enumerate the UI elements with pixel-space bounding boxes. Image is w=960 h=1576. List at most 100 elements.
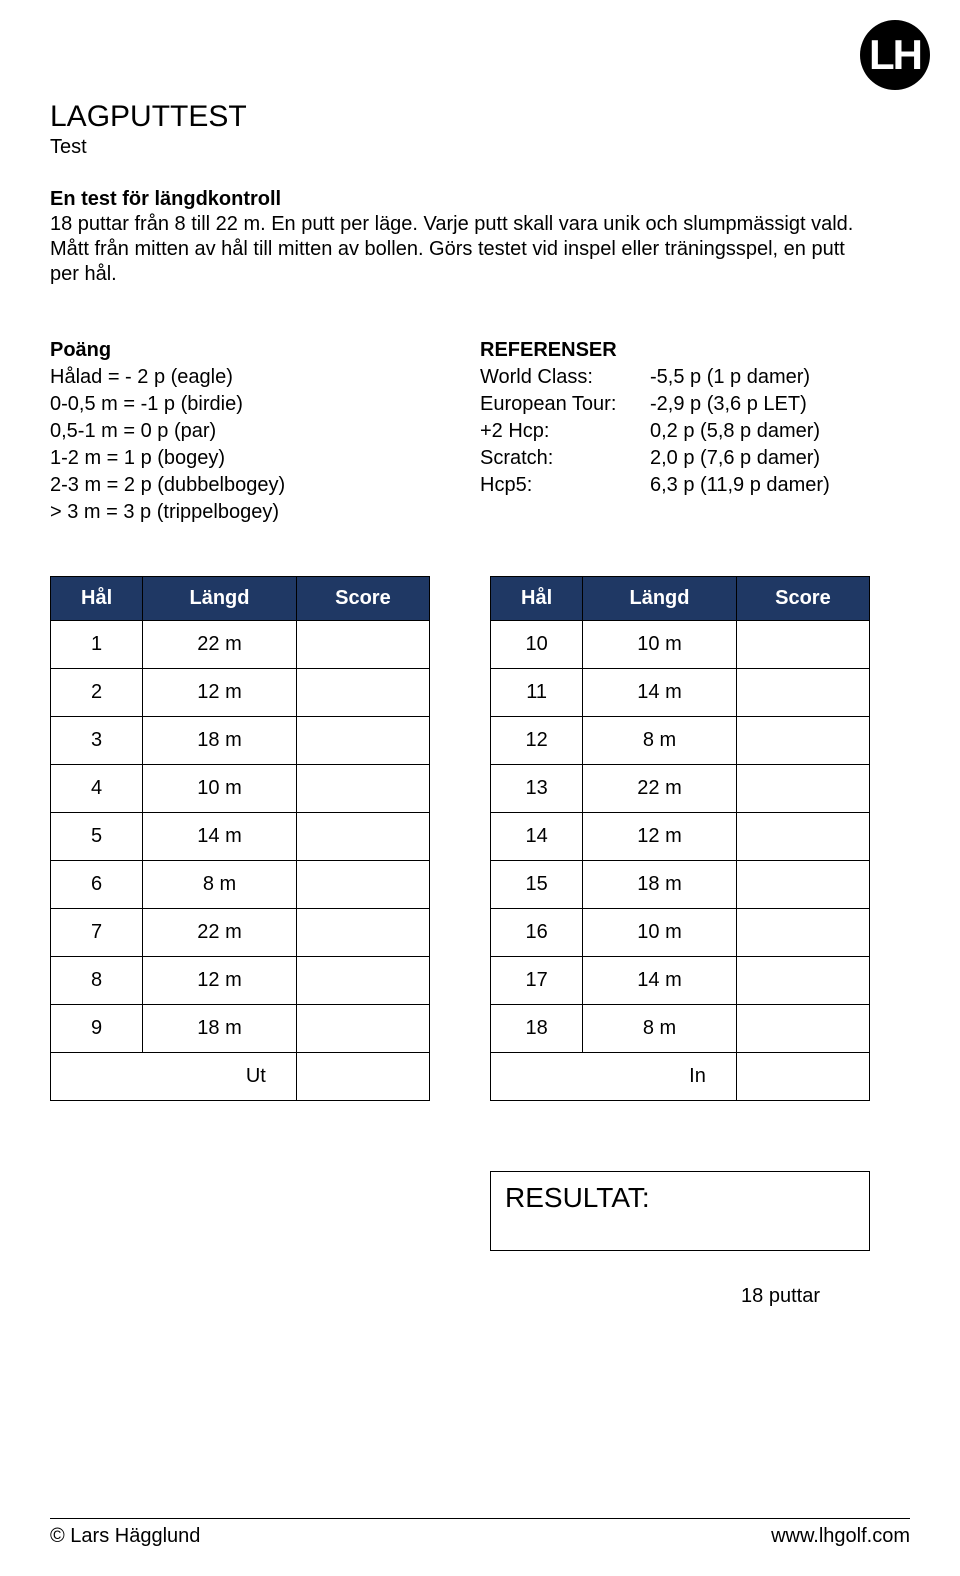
page-subtitle: Test	[50, 136, 910, 159]
cell-score[interactable]	[296, 909, 429, 957]
cell-score[interactable]	[736, 717, 869, 765]
table-row: 722 m	[51, 909, 430, 957]
cell-hal: 10	[491, 621, 583, 669]
intro-line: 18 puttar från 8 till 22 m. En putt per …	[50, 212, 910, 237]
ref-value: 2,0 p (7,6 p damer)	[650, 445, 910, 472]
referenser-title: REFERENSER	[480, 337, 910, 364]
cell-langd: 22 m	[143, 909, 297, 957]
poang-row: > 3 m = 3 p (trippelbogey)	[50, 499, 420, 526]
footer-copyright: © Lars Hägglund	[50, 1525, 200, 1548]
cell-score[interactable]	[296, 861, 429, 909]
tables-row: Hål Längd Score 122 m212 m318 m410 m514 …	[50, 576, 910, 1101]
th-langd: Längd	[583, 577, 737, 621]
cell-hal: 14	[491, 813, 583, 861]
score-table-in: Hål Längd Score 1010 m1114 m128 m1322 m1…	[490, 576, 870, 1101]
cell-score[interactable]	[296, 765, 429, 813]
cell-langd: 8 m	[583, 1005, 737, 1053]
logo-text: LH	[869, 31, 921, 79]
cell-hal: 11	[491, 669, 583, 717]
cell-score[interactable]	[736, 621, 869, 669]
ref-value: 0,2 p (5,8 p damer)	[650, 418, 910, 445]
footer-url: www.lhgolf.com	[771, 1525, 910, 1548]
table-row: 812 m	[51, 957, 430, 1005]
cell-langd: 12 m	[143, 957, 297, 1005]
score-table-out: Hål Längd Score 122 m212 m318 m410 m514 …	[50, 576, 430, 1101]
referenser-row: World Class: -5,5 p (1 p damer)	[480, 364, 910, 391]
cell-hal: 12	[491, 717, 583, 765]
cell-score[interactable]	[736, 909, 869, 957]
intro-bold: En test för längdkontroll	[50, 187, 910, 212]
intro-block: En test för längdkontroll 18 puttar från…	[50, 187, 910, 287]
th-hal: Hål	[51, 577, 143, 621]
cell-langd: 18 m	[143, 717, 297, 765]
cell-score[interactable]	[736, 765, 869, 813]
table-row: 1010 m	[491, 621, 870, 669]
cell-hal: 7	[51, 909, 143, 957]
cell-score[interactable]	[736, 861, 869, 909]
cell-langd: 22 m	[583, 765, 737, 813]
poang-column: Poäng Hålad = - 2 p (eagle) 0-0,5 m = -1…	[50, 337, 420, 526]
intro-line: per hål.	[50, 262, 910, 287]
cell-score[interactable]	[736, 1005, 869, 1053]
cell-langd: 14 m	[583, 669, 737, 717]
cell-langd: 10 m	[583, 621, 737, 669]
cell-langd: 12 m	[583, 813, 737, 861]
cell-langd: 10 m	[143, 765, 297, 813]
table-row: 188 m	[491, 1005, 870, 1053]
cell-langd: 18 m	[143, 1005, 297, 1053]
ref-label: European Tour:	[480, 391, 650, 418]
table-row: 1114 m	[491, 669, 870, 717]
table-body-out: 122 m212 m318 m410 m514 m68 m722 m812 m9…	[51, 621, 430, 1053]
ref-label: World Class:	[480, 364, 650, 391]
referenser-row: +2 Hcp: 0,2 p (5,8 p damer)	[480, 418, 910, 445]
table-row: 68 m	[51, 861, 430, 909]
cell-hal: 6	[51, 861, 143, 909]
cell-hal: 3	[51, 717, 143, 765]
table-footer-in: In	[491, 1053, 737, 1101]
table-row: 1714 m	[491, 957, 870, 1005]
poang-row: 0-0,5 m = -1 p (birdie)	[50, 391, 420, 418]
table-row: 1412 m	[491, 813, 870, 861]
cell-score[interactable]	[736, 813, 869, 861]
cell-score[interactable]	[736, 957, 869, 1005]
cell-hal: 13	[491, 765, 583, 813]
poang-row: Hålad = - 2 p (eagle)	[50, 364, 420, 391]
cell-hal: 4	[51, 765, 143, 813]
cell-score[interactable]	[296, 1005, 429, 1053]
ref-label: Hcp5:	[480, 472, 650, 499]
cell-score[interactable]	[296, 669, 429, 717]
cell-hal: 8	[51, 957, 143, 1005]
table-row: 318 m	[51, 717, 430, 765]
result-label: RESULTAT:	[505, 1182, 650, 1213]
cell-score[interactable]	[296, 957, 429, 1005]
table-row: 918 m	[51, 1005, 430, 1053]
table-footer-score[interactable]	[296, 1053, 429, 1101]
result-box[interactable]: RESULTAT:	[490, 1171, 870, 1251]
referenser-row: Hcp5: 6,3 p (11,9 p damer)	[480, 472, 910, 499]
ref-value: -2,9 p (3,6 p LET)	[650, 391, 910, 418]
referenser-column: REFERENSER World Class: -5,5 p (1 p dame…	[480, 337, 910, 526]
table-row: 1610 m	[491, 909, 870, 957]
poang-row: 2-3 m = 2 p (dubbelbogey)	[50, 472, 420, 499]
table-row: 514 m	[51, 813, 430, 861]
page-title: LAGPUTTEST	[50, 100, 910, 134]
th-score: Score	[296, 577, 429, 621]
ref-value: 6,3 p (11,9 p damer)	[650, 472, 910, 499]
table-footer-score[interactable]	[736, 1053, 869, 1101]
cell-langd: 10 m	[583, 909, 737, 957]
cell-langd: 18 m	[583, 861, 737, 909]
cell-score[interactable]	[296, 717, 429, 765]
ref-value: -5,5 p (1 p damer)	[650, 364, 910, 391]
cell-langd: 8 m	[583, 717, 737, 765]
cell-hal: 5	[51, 813, 143, 861]
table-row: 122 m	[51, 621, 430, 669]
cell-hal: 15	[491, 861, 583, 909]
cell-langd: 22 m	[143, 621, 297, 669]
table-row: 212 m	[51, 669, 430, 717]
table-row: 128 m	[491, 717, 870, 765]
page-footer: © Lars Hägglund www.lhgolf.com	[50, 1518, 910, 1548]
logo-badge: LH	[860, 20, 930, 90]
cell-score[interactable]	[736, 669, 869, 717]
cell-score[interactable]	[296, 621, 429, 669]
cell-score[interactable]	[296, 813, 429, 861]
